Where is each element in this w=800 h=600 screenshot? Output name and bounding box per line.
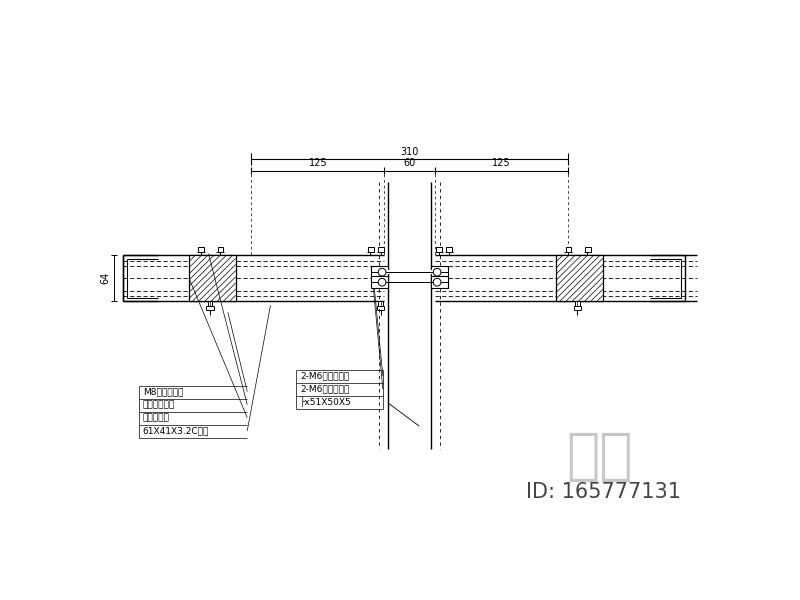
- Text: M8不锈锂螺栋: M8不锈锂螺栋: [142, 387, 183, 396]
- Bar: [431, 276, 448, 289]
- Bar: [371, 266, 388, 278]
- Bar: [378, 301, 383, 306]
- Bar: [585, 247, 590, 252]
- Bar: [566, 247, 571, 252]
- Bar: [198, 247, 204, 252]
- Bar: [378, 247, 384, 252]
- Text: 2-M6不锈锂螺栋: 2-M6不锈锂螺栋: [300, 371, 350, 380]
- Text: 125: 125: [492, 158, 510, 168]
- Text: 310: 310: [401, 146, 419, 157]
- Bar: [218, 247, 223, 252]
- Text: 125: 125: [309, 158, 327, 168]
- Circle shape: [378, 278, 386, 286]
- Text: 64: 64: [100, 272, 110, 284]
- Circle shape: [434, 268, 441, 276]
- Bar: [189, 255, 236, 301]
- Text: ID: 165777131: ID: 165777131: [526, 482, 682, 502]
- Text: 知本: 知本: [566, 430, 633, 484]
- Bar: [368, 247, 374, 252]
- Bar: [208, 301, 212, 306]
- Text: 2-M6不锈锂螺栋: 2-M6不锈锂螺栋: [300, 385, 350, 394]
- Circle shape: [434, 278, 441, 286]
- Bar: [557, 255, 603, 301]
- Bar: [431, 266, 448, 278]
- Text: 水密密封层: 水密密封层: [142, 413, 170, 422]
- Circle shape: [378, 268, 386, 276]
- Bar: [446, 247, 452, 252]
- Text: 60: 60: [403, 158, 416, 168]
- Text: 61X41X3.2C型钢: 61X41X3.2C型钢: [142, 427, 209, 436]
- Text: 铝合金固定座: 铝合金固定座: [142, 400, 175, 409]
- Text: ├x51X50X5: ├x51X50X5: [300, 396, 352, 407]
- Bar: [436, 247, 442, 252]
- Bar: [371, 276, 388, 289]
- Bar: [575, 301, 580, 306]
